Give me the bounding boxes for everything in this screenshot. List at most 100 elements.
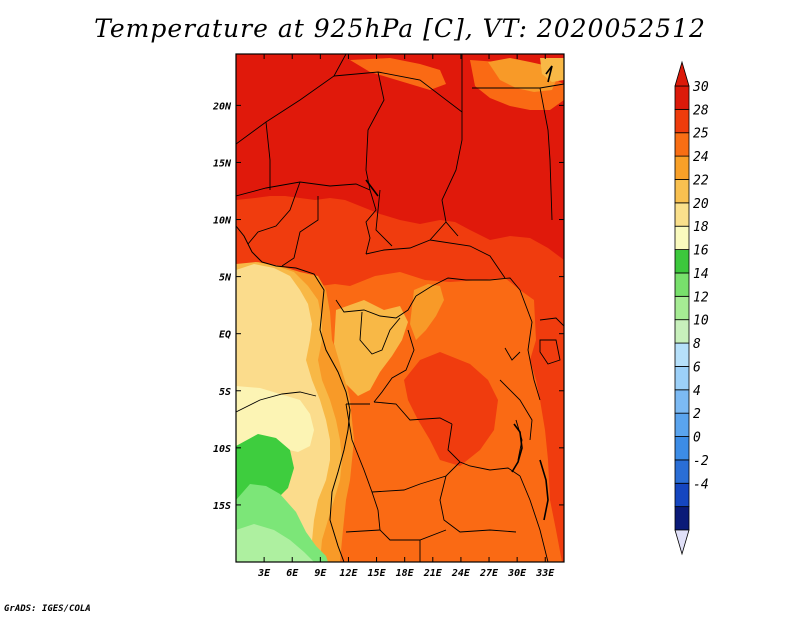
y-tick-label: 20N xyxy=(212,101,232,112)
x-tick-label: 9E xyxy=(314,568,327,579)
colorbar-bin xyxy=(674,482,690,508)
colorbar-label: 16 xyxy=(693,244,709,259)
colorbar-bin xyxy=(674,295,690,321)
y-tick-label: 10N xyxy=(213,216,232,227)
x-tick-label: 27E xyxy=(479,568,499,579)
x-tick-label: 3E xyxy=(257,568,271,579)
colorbar-label: -2 xyxy=(693,454,709,469)
x-tick-label: 30E xyxy=(507,568,527,579)
y-tick-label: 10S xyxy=(213,444,231,455)
x-tick-label: 33E xyxy=(535,568,555,579)
border-line xyxy=(415,277,521,297)
temperature-field xyxy=(236,54,564,562)
coastline xyxy=(236,225,351,562)
border-line xyxy=(236,181,371,197)
grads-credit: GrADS: IGES/COLA xyxy=(4,604,91,614)
border-line xyxy=(539,87,553,221)
border-line xyxy=(333,71,385,191)
colorbar-bin xyxy=(674,412,690,437)
colorbar-bin xyxy=(674,132,690,157)
border-line xyxy=(539,317,564,327)
border-line xyxy=(515,419,523,461)
border-line xyxy=(539,339,561,365)
colorbar-label: 22 xyxy=(693,173,709,188)
colorbar-label: 8 xyxy=(693,337,701,352)
field-band-12 xyxy=(236,524,314,562)
colorbar-label: 12 xyxy=(693,290,709,305)
colorbar-bin xyxy=(674,179,690,204)
colorbar-bin xyxy=(674,108,690,134)
field-patch-24-egypt xyxy=(488,58,558,92)
border-line xyxy=(247,181,301,245)
colorbar-label: -4 xyxy=(693,477,709,492)
border-line xyxy=(373,401,453,425)
map-title: Temperature at 925hPa [C], VT: 202005251… xyxy=(94,14,706,43)
colorbar-bin xyxy=(674,389,690,414)
colorbar-top-arrow xyxy=(674,60,690,87)
border-line xyxy=(377,54,463,113)
lake-malawi xyxy=(539,459,549,521)
border-line xyxy=(375,189,393,247)
lake-chad xyxy=(365,179,379,197)
border-line xyxy=(439,475,517,533)
map-frame xyxy=(235,53,565,563)
y-tick-label: 5N xyxy=(219,273,232,284)
x-tick-label: 24E xyxy=(451,568,471,579)
border-line xyxy=(377,509,447,541)
field-patch-28-east xyxy=(404,352,498,466)
x-tick-label: 18E xyxy=(396,568,415,579)
colorbar-label: 25 xyxy=(693,127,709,142)
lake-tanganyika xyxy=(511,423,523,473)
border-line xyxy=(373,329,415,403)
border-line xyxy=(371,461,461,493)
colorbar-label: 24 xyxy=(693,150,709,165)
border-line xyxy=(265,121,271,190)
y-tick-label: EQ xyxy=(219,330,231,341)
colorbar-bin xyxy=(674,342,690,367)
field-band-30-north xyxy=(236,54,564,260)
colorbar-bin xyxy=(674,506,690,531)
colorbar-label: 20 xyxy=(693,197,709,212)
y-axis-ticks: 20N 15N 10N 5N EQ 5S 10S 15S xyxy=(212,101,564,512)
colorbar-bin xyxy=(674,366,690,391)
x-tick-label: 21E xyxy=(423,568,443,579)
border-line xyxy=(359,311,401,355)
border-line xyxy=(504,347,521,361)
colorbar-label: 30 xyxy=(692,80,709,95)
colorbar-bin xyxy=(674,272,690,297)
border-line xyxy=(345,403,379,511)
colorbar-label: 4 xyxy=(693,384,701,399)
colorbar-bin xyxy=(674,225,690,250)
border-line xyxy=(441,112,463,237)
border-line xyxy=(499,379,533,441)
border-line xyxy=(365,221,447,255)
colorbar-label: 10 xyxy=(693,314,709,329)
colorbar-bin xyxy=(674,436,690,461)
colorbar-label: 2 xyxy=(693,407,701,422)
border-line xyxy=(519,289,541,401)
colorbar-bottom-arrow xyxy=(674,529,690,556)
border-line xyxy=(236,391,317,413)
colorbar-label: 6 xyxy=(693,360,701,375)
country-borders xyxy=(236,54,564,562)
border-line xyxy=(345,529,381,533)
border-line xyxy=(365,189,377,255)
gulf-of-suez xyxy=(545,65,553,83)
colorbar-label: 18 xyxy=(693,220,709,235)
colorbar-bin xyxy=(674,249,690,274)
colorbar-label: 14 xyxy=(693,267,709,282)
border-line xyxy=(429,239,506,279)
colorbar-label: 0 xyxy=(693,431,701,446)
x-tick-label: 12E xyxy=(339,568,358,579)
border-line xyxy=(335,295,417,319)
x-tick-label: 6E xyxy=(286,568,299,579)
colorbar-bin xyxy=(674,319,690,344)
border-line xyxy=(281,196,319,267)
field-patch-22-congo xyxy=(334,300,408,396)
y-tick-label: 15S xyxy=(213,501,231,512)
border-line xyxy=(236,54,347,145)
border-line xyxy=(519,475,549,562)
colorbar-label: 28 xyxy=(693,103,709,118)
field-patch-22-sinai xyxy=(540,58,564,82)
